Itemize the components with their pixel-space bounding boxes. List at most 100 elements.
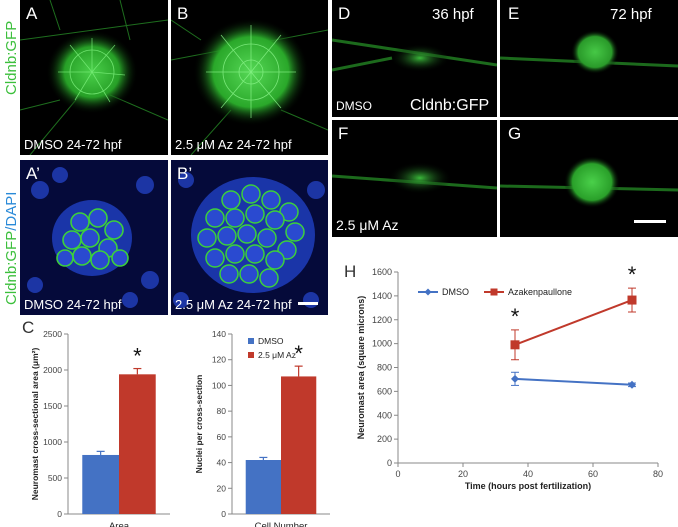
- chart-c-cell-bar-0: [245, 460, 281, 514]
- micrograph-e-image: [500, 30, 678, 74]
- panel-time-d: 36 hpf: [432, 6, 474, 23]
- chart-c-area-ytick-label-5: 2500: [43, 329, 62, 339]
- panel-time-e: 72 hpf: [610, 6, 652, 23]
- micrograph-d: D 36 hpf DMSO Cldnb:GFP: [332, 0, 497, 117]
- micrograph-b-prime: B’ 2.5 μM Az 24-72 hpf: [171, 160, 328, 315]
- chart-h-ytick-label-8: 1600: [372, 267, 392, 277]
- chart-c-area-ylabel: Neuromast cross-sectional area (μm²): [30, 348, 40, 501]
- chart-h-legend-marker-1: [490, 288, 498, 296]
- chart-h-xtick-label-4: 80: [653, 469, 663, 479]
- panel-caption-b: 2.5 μM Az 24-72 hpf: [175, 137, 292, 152]
- panel-caption-b-prime: 2.5 μM Az 24-72 hpf: [175, 297, 292, 312]
- chart-c-cell-xlabel: Cell Number: [255, 521, 308, 527]
- chart-c-cell-number: 0 20 40 60 80 100 120 140 * Cell Number Nuclei per…: [178, 318, 342, 527]
- chart-c-cell-bar-1: [281, 376, 317, 514]
- chart-h-ylabel: Neuromast area (square microns): [356, 296, 366, 440]
- side-label-gfp-part: Cldnb:GFP: [3, 230, 20, 305]
- chart-h-xtick-label-2: 40: [523, 469, 533, 479]
- chart-h-legend-label-0: DMSO: [442, 287, 469, 297]
- chart-c-cell-ytick-label-4: 80: [217, 406, 227, 416]
- chart-c-area-ytick-label-3: 1500: [43, 401, 62, 411]
- chart-c-cell-ytick-label-2: 40: [217, 458, 227, 468]
- chart-h-xtick-label-3: 60: [588, 469, 598, 479]
- side-label-cldnb-gfp: Cldnb:GFP: [3, 20, 20, 95]
- chart-h-svg: 0 200 400 600 800 1000 1200 1400 1600 0 20 40 60 80 Ti…: [356, 262, 663, 491]
- micrograph-b-prime-image: [173, 172, 325, 308]
- chart-h-line-0: [514, 377, 633, 386]
- chart-h-line-1: [514, 299, 633, 346]
- chart-c-area-significance-star: *: [133, 344, 142, 369]
- chart-c-area-ytick-label-2: 1000: [43, 437, 62, 447]
- chart-h-legend-marker-0: [424, 288, 432, 296]
- chart-c-cell-legend-swatch-1: [248, 352, 254, 358]
- chart-c-cell-ytick-label-3: 60: [217, 432, 227, 442]
- micrograph-a: A DMSO 24-72 hpf: [20, 0, 168, 155]
- chart-c-area-ytick-label-4: 2000: [43, 365, 62, 375]
- chart-h-point-0-1: [628, 380, 636, 389]
- panel-letter-a: A: [26, 4, 38, 23]
- chart-c-cell-number-svg: 0 20 40 60 80 100 120 140 * Cell Number Nuclei per…: [194, 329, 330, 527]
- chart-c-cell-ytick-label-0: 0: [221, 509, 226, 519]
- scale-bar-g: [634, 220, 666, 223]
- chart-h-legend-label-1: Azakenpaullone: [508, 287, 572, 297]
- chart-h-point-0-0: [511, 374, 519, 383]
- panel-letter-b-prime: B’: [177, 164, 193, 183]
- chart-h-significance-star-0: *: [511, 304, 520, 329]
- panel-letter-g: G: [508, 124, 522, 143]
- chart-c-cell-legend-label-1: 2.5 μM Az: [258, 350, 296, 360]
- chart-c-cell-ytick-label-6: 120: [212, 355, 226, 365]
- chart-c-area-xlabel: Area: [109, 521, 130, 527]
- micrograph-b-image: [171, 18, 328, 155]
- chart-h-xtick-label-1: 20: [458, 469, 468, 479]
- micrograph-a-prime: A’ DMSO 24-72 hpf: [20, 160, 168, 315]
- chart-h-ytick-label-4: 800: [377, 363, 392, 373]
- micrograph-a-image: [20, 0, 168, 155]
- micrograph-b: B 2.5 μM Az 24-72 hpf: [171, 0, 328, 155]
- chart-h-ytick-label-2: 400: [377, 410, 392, 420]
- chart-h-ytick-label-7: 1400: [372, 291, 392, 301]
- chart-c-area-svg: 0 500 1000 1500 2000 2500 * Area Neuromast cross…: [30, 329, 170, 527]
- chart-c-area-bar-0: [82, 454, 119, 514]
- chart-h-ytick-label-1: 200: [377, 434, 392, 444]
- chart-h-significance-star-1: *: [628, 262, 637, 287]
- chart-h-ytick-label-5: 1000: [372, 339, 392, 349]
- micrograph-g-image: [500, 156, 678, 208]
- micrograph-f-image: [332, 162, 497, 194]
- micrograph-d-image: [332, 38, 497, 72]
- chart-h-ytick-label-6: 1200: [372, 315, 392, 325]
- side-label-cldnb-gfp-dapi: Cldnb:GFP/DAPI: [3, 192, 20, 305]
- scale-bar-b-prime: [298, 302, 318, 305]
- panel-letter-a-prime: A’: [26, 164, 40, 183]
- chart-h-ytick-label-0: 0: [387, 458, 392, 468]
- chart-c-area-ytick-label-0: 0: [57, 509, 62, 519]
- panel-marker-d: Cldnb:GFP: [410, 97, 490, 114]
- chart-c-area: 0 500 1000 1500 2000 2500 * Area Neuromast cross…: [0, 318, 178, 527]
- chart-h-xtick-label-0: 0: [395, 469, 400, 479]
- panel-caption-d: DMSO: [336, 99, 372, 113]
- chart-c-cell-ylabel: Nuclei per cross-section: [194, 375, 204, 474]
- panel-caption-a: DMSO 24-72 hpf: [24, 137, 122, 152]
- chart-c-cell-legend-label-0: DMSO: [258, 336, 284, 346]
- chart-h-point-1-0: [510, 340, 520, 350]
- panel-letter-f: F: [338, 124, 349, 143]
- chart-c-cell-significance-star: *: [294, 341, 303, 366]
- chart-h-ytick-label-3: 600: [377, 386, 392, 396]
- panel-caption-f: 2.5 μM Az: [336, 217, 399, 233]
- panel-letter-e: E: [508, 4, 520, 23]
- chart-c-cell-ytick-label-5: 100: [212, 380, 226, 390]
- micrograph-e: E 72 hpf: [500, 0, 678, 117]
- micrograph-g: G: [500, 120, 678, 237]
- panel-c-letter: C: [22, 318, 35, 337]
- panel-caption-a-prime: DMSO 24-72 hpf: [24, 297, 122, 312]
- chart-c-cell-ytick-label-7: 140: [212, 329, 226, 339]
- panel-letter-b: B: [177, 4, 189, 23]
- chart-c-area-ytick-label-1: 500: [48, 473, 62, 483]
- chart-c-cell-legend-swatch-0: [248, 338, 254, 344]
- panel-h-letter: H: [344, 262, 357, 281]
- chart-c-area-bar-1: [119, 374, 156, 514]
- chart-h: 0 200 400 600 800 1000 1200 1400 1600 0 20 40 60 80 Ti…: [342, 258, 678, 491]
- panel-letter-d: D: [338, 4, 351, 23]
- micrograph-a-prime-image: [27, 167, 159, 308]
- micrograph-f: F 2.5 μM Az: [332, 120, 497, 237]
- chart-h-point-1-1: [627, 295, 637, 305]
